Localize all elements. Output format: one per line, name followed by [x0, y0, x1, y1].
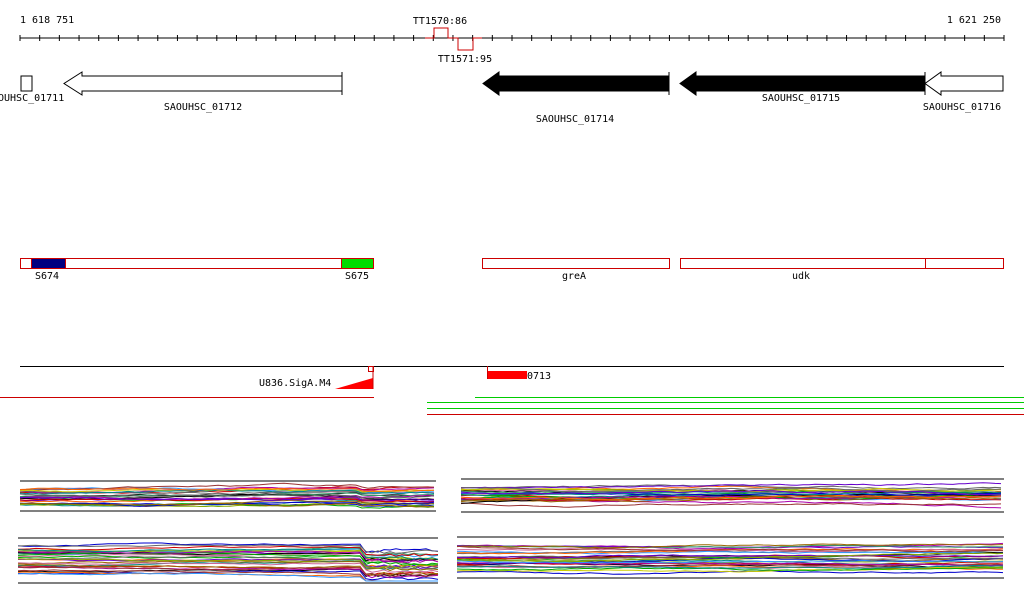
expression-trace — [17, 555, 439, 566]
expression-trace — [456, 566, 1003, 572]
terminator-forward[interactable] — [425, 27, 456, 39]
expression-trace — [19, 487, 435, 492]
expression-trace — [19, 502, 435, 508]
expression-trace — [17, 548, 439, 560]
gene-label-saouhsc-01715: SAOUHSC_01715 — [762, 93, 840, 104]
feature-s675[interactable] — [341, 258, 374, 269]
feature-label-udk: udk — [792, 271, 810, 282]
ruler-end-label: 1 621 250 — [947, 15, 1001, 26]
expression-trace — [17, 562, 439, 573]
expression-trace — [19, 489, 435, 495]
expression-panel-bottom-right — [456, 536, 1004, 579]
expression-trace — [17, 558, 439, 569]
expression-trace — [19, 496, 435, 501]
expression-trace — [17, 552, 439, 564]
feature-s674[interactable] — [31, 258, 66, 269]
feature-region-left[interactable] — [20, 258, 374, 269]
gene-label-saouhsc-01712: SAOUHSC_01712 — [164, 102, 242, 113]
expression-trace — [460, 489, 1002, 496]
ruler-start-label: 1 618 751 — [20, 15, 74, 26]
coordinate-ruler: 1 618 751 1 621 250 — [19, 15, 1005, 41]
read-coverage-track — [0, 397, 1024, 415]
expression-trace — [19, 493, 435, 499]
expression-trace — [456, 554, 1004, 559]
expression-trace — [456, 560, 1004, 564]
gene-track: OUHSC_01711 SAOUHSC_01712 SAOUHSC_01714 … — [0, 71, 1004, 125]
expression-panel-top-left — [19, 480, 436, 512]
expression-trace — [460, 491, 1002, 496]
gene-saouhsc-01711[interactable] — [20, 75, 33, 92]
expression-trace — [460, 487, 1002, 493]
terminator-forward-label: TT1570:86 — [413, 16, 467, 27]
expression-panels — [17, 478, 1004, 584]
expression-panel-top-right — [460, 478, 1004, 513]
expression-trace — [456, 543, 1004, 549]
expression-trace — [456, 561, 1004, 567]
feature-label-grea: greA — [562, 271, 586, 282]
gene-label-saouhsc-01711: OUHSC_01711 — [0, 93, 64, 104]
expression-trace — [17, 572, 438, 582]
expression-trace — [17, 564, 438, 576]
expression-trace — [17, 558, 439, 569]
expression-trace — [460, 482, 1002, 489]
expression-trace — [17, 550, 439, 564]
element-0713[interactable] — [487, 371, 527, 379]
terminator-track: TT1570:86 TT1571:95 — [413, 16, 492, 65]
expression-trace — [17, 560, 439, 572]
expression-trace — [460, 502, 1002, 508]
gene-label-saouhsc-01714: SAOUHSC_01714 — [536, 114, 614, 125]
expression-trace — [460, 494, 1002, 501]
element-label-0713: 0713 — [527, 371, 551, 382]
expression-trace — [19, 501, 435, 508]
gene-label-saouhsc-01716: SAOUHSC_01716 — [923, 102, 1001, 113]
expression-trace — [17, 555, 439, 569]
expression-trace — [17, 552, 439, 566]
expression-trace — [19, 482, 435, 491]
gene-saouhsc-01716[interactable] — [924, 71, 1004, 96]
expression-panel-bottom-left — [17, 537, 439, 584]
gene-saouhsc-01712[interactable] — [63, 71, 343, 96]
gene-saouhsc-01715[interactable] — [679, 71, 926, 96]
element-label-u836-siga-m4: U836.SigA.M4 — [259, 378, 331, 389]
feature-label-s675: S675 — [345, 271, 369, 282]
feature-label-s674: S674 — [35, 271, 59, 282]
gene-saouhsc-01714[interactable] — [482, 71, 670, 96]
feature-udk[interactable] — [680, 258, 1004, 269]
expression-trace — [17, 545, 439, 557]
regulatory-track: U836.SigA.M4 0713 — [20, 366, 1004, 389]
expression-trace — [17, 566, 439, 578]
expression-trace — [17, 544, 439, 554]
expression-trace — [460, 484, 1002, 490]
feature-track: S674 S675 greA udk — [20, 258, 1004, 282]
feature-grea[interactable] — [482, 258, 670, 269]
terminator-reverse[interactable] — [448, 37, 482, 51]
expression-trace — [456, 564, 1004, 569]
expression-trace — [456, 545, 1004, 553]
element-u836-siga-m4[interactable] — [335, 378, 373, 389]
expression-trace — [456, 566, 1004, 573]
terminator-reverse-label: TT1571:95 — [438, 54, 492, 65]
expression-trace — [460, 497, 1002, 502]
